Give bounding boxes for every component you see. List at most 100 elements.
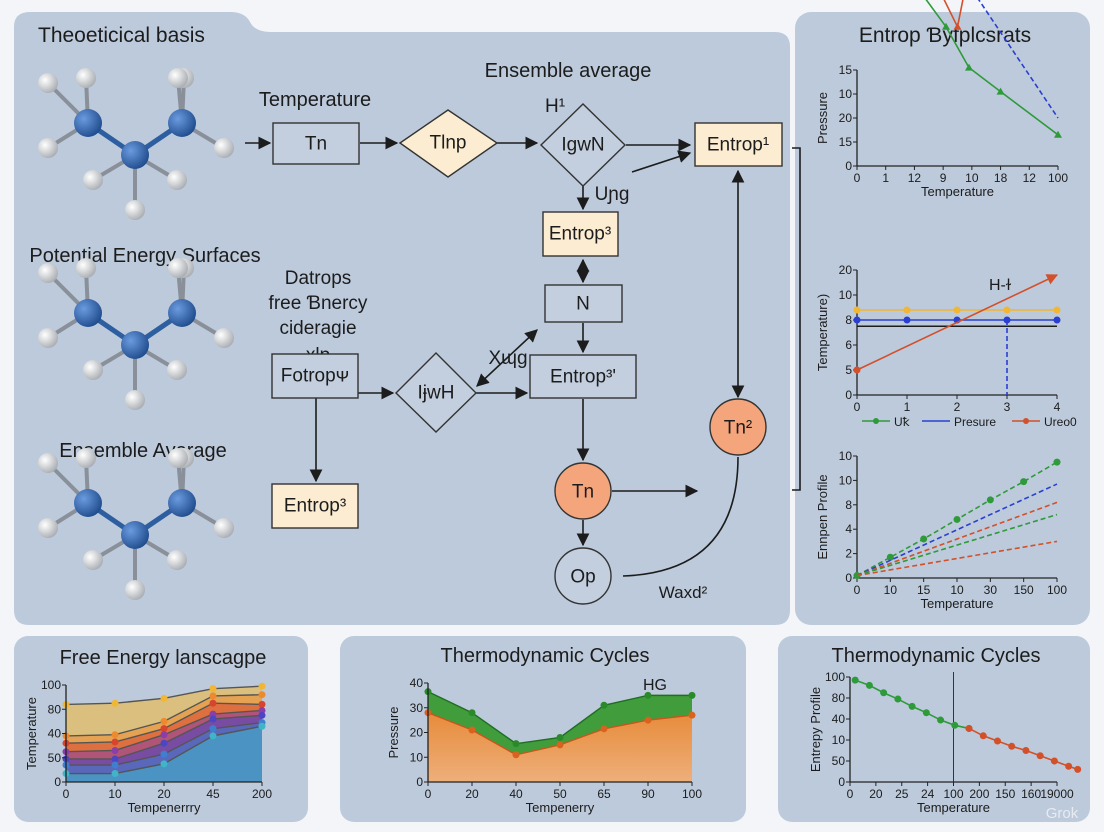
- grok-watermark-logo: Grok: [1046, 805, 1079, 822]
- y-tick-label: 15: [839, 63, 853, 77]
- node-entrop3-bottom[interactable]: Entrop³: [271, 483, 359, 529]
- data-point: [1074, 765, 1082, 773]
- node-entrop3-mid[interactable]: Entrop³': [529, 354, 637, 399]
- hydrogen-atom: [214, 138, 234, 158]
- x-tick-label: 30: [984, 583, 998, 597]
- node-n[interactable]: N: [544, 284, 623, 323]
- y-tick-label: 40: [832, 712, 846, 726]
- node-fotrop[interactable]: Fotropᴪ: [271, 353, 359, 399]
- label-h1: H¹: [545, 96, 565, 117]
- right-panel: [795, 12, 1090, 625]
- carbon-atom: [74, 109, 102, 137]
- x-axis-label: Tempenerry: [526, 800, 595, 815]
- node-tn-circle[interactable]: Tn: [554, 462, 612, 520]
- data-point: [160, 725, 168, 733]
- y-tick-label: 8: [845, 313, 852, 327]
- series-line: [977, 0, 1059, 119]
- data-point: [908, 702, 916, 710]
- x-tick-label: 4: [1054, 400, 1061, 414]
- y-axis-label: Pressure: [815, 92, 830, 144]
- node-entrop3-top[interactable]: Entrop³: [542, 211, 619, 257]
- y-tick-label: 0: [416, 775, 423, 789]
- y-tick-label: 40: [48, 727, 62, 741]
- molecule-model: [38, 68, 234, 220]
- node-tn2-circle[interactable]: Tn²: [709, 398, 767, 456]
- hydrogen-atom: [38, 263, 58, 283]
- data-point: [644, 691, 652, 699]
- hydrogen-atom: [83, 360, 103, 380]
- hydrogen-atom: [125, 580, 145, 600]
- data-point: [111, 699, 119, 707]
- data-point: [964, 63, 973, 71]
- hydrogen-atom: [38, 453, 58, 473]
- series-line: [856, 540, 1058, 577]
- data-point: [468, 726, 476, 734]
- chart-annotation: H-ɫ: [989, 277, 1012, 294]
- data-point: [942, 22, 951, 30]
- data-point: [993, 737, 1001, 745]
- data-point: [1036, 752, 1044, 760]
- data-point: [160, 760, 168, 768]
- series-line: [856, 513, 1058, 577]
- x-tick-label: 200: [252, 787, 272, 801]
- node-ijwh[interactable]: IɉwH: [395, 352, 477, 433]
- x-tick-label: 9: [940, 171, 947, 185]
- node-tn[interactable]: Tn: [272, 122, 360, 165]
- data-point: [688, 691, 696, 699]
- data-point: [258, 706, 266, 714]
- molecule-model: [38, 258, 234, 410]
- x-tick-label: 90: [641, 787, 655, 801]
- area-series: [66, 726, 262, 782]
- hydrogen-atom: [83, 550, 103, 570]
- node-tlnp[interactable]: Tlnp: [398, 109, 499, 178]
- data-point: [1053, 306, 1061, 314]
- x-tick-label: 65: [597, 787, 611, 801]
- y-tick-label: 10: [839, 449, 853, 463]
- label-waxd: Waxd²: [659, 583, 708, 602]
- x-tick-label: 18: [994, 171, 1008, 185]
- data-point: [111, 761, 119, 769]
- data-point: [951, 721, 959, 729]
- legend-label: Ureo0: [1044, 415, 1077, 429]
- y-tick-label: 40: [410, 676, 424, 690]
- node-igwn[interactable]: IgwN: [539, 103, 627, 187]
- y-tick-label: 80: [48, 702, 62, 716]
- carbon-atom: [168, 299, 196, 327]
- x-tick-label: 0: [63, 787, 70, 801]
- data-point: [903, 316, 911, 324]
- data-point: [258, 711, 266, 719]
- x-tick-label: 2: [954, 400, 961, 414]
- data-point: [1053, 316, 1061, 324]
- x-tick-label: 100: [943, 787, 963, 801]
- node-entrop3-bottom-label: Entrop³: [284, 496, 346, 517]
- data-point: [965, 724, 973, 732]
- data-point: [853, 316, 861, 324]
- node-tn-circle-label: Tn: [572, 482, 594, 503]
- x-tick-label: 200: [969, 787, 989, 801]
- x-axis-label: Temperature: [921, 596, 994, 611]
- y-tick-label: 0: [845, 159, 852, 173]
- x-tick-label: 1: [904, 400, 911, 414]
- data-point: [688, 711, 696, 719]
- hydrogen-atom: [76, 448, 96, 468]
- data-point: [600, 725, 608, 733]
- label-ensemble-average: Ensemble average: [485, 60, 652, 82]
- data-point: [922, 709, 930, 717]
- data-point: [209, 715, 217, 723]
- carbon-atom: [168, 489, 196, 517]
- chart-right-bottom: 0 10 15 10 30 150 10002481010TemperatureEnnpen…: [815, 449, 1067, 611]
- x-tick-label: 0: [854, 400, 861, 414]
- node-entrop1[interactable]: Entrop¹: [694, 122, 783, 167]
- data-point: [1054, 130, 1062, 138]
- data-point: [111, 731, 119, 739]
- data-point: [1020, 478, 1028, 486]
- x-tick-label: 0: [847, 787, 854, 801]
- y-tick-label: 0: [838, 775, 845, 789]
- hydrogen-atom: [38, 138, 58, 158]
- chart-right-middle: 0 1 2 3 4 0 5 6 8 10 20 Temperature) H-ɫ Uꝁ Presure Ure…: [815, 263, 1077, 429]
- hydrogen-atom: [76, 68, 96, 88]
- y-tick-label: 0: [845, 571, 852, 585]
- section-theory-title: Theoeticical basis: [38, 24, 205, 47]
- x-tick-label: 10: [965, 171, 979, 185]
- node-op-circle[interactable]: Op: [554, 547, 612, 605]
